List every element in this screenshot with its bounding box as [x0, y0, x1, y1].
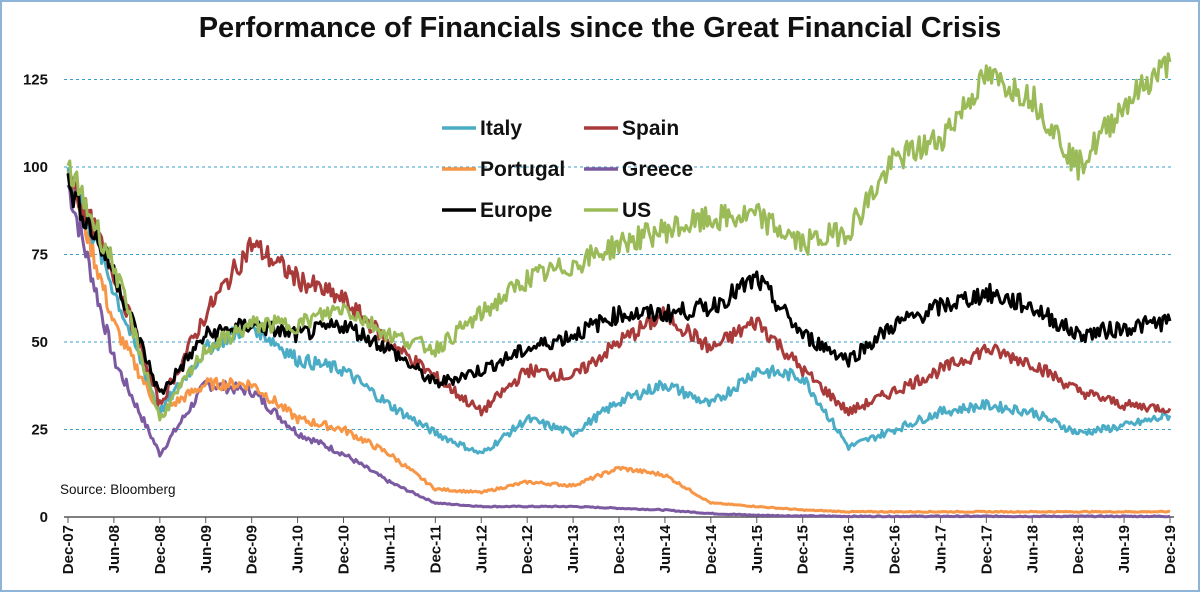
- x-tick-label: Jun-14: [657, 524, 674, 573]
- legend-label-spain: Spain: [622, 117, 679, 140]
- gridlines: [64, 79, 1174, 430]
- x-tick-label: Dec-19: [1162, 525, 1179, 574]
- x-tick-label: Jun-09: [198, 525, 215, 573]
- x-tick-label: Jun-11: [381, 525, 398, 573]
- y-tick-label: 75: [31, 247, 48, 264]
- x-tick-label: Dec-12: [519, 525, 536, 574]
- x-tick-label: Jun-19: [1116, 525, 1133, 573]
- chart-title: Performance of Financials since the Grea…: [198, 12, 1002, 44]
- x-tick-label: Dec-09: [244, 525, 261, 574]
- legend-label-italy: Italy: [480, 117, 522, 140]
- x-tick-label: Jun-10: [290, 525, 307, 573]
- x-tick-label: Dec-10: [336, 525, 353, 574]
- y-axis: 0 25 50 75 100 125: [23, 72, 48, 527]
- x-tick-label: Jun-15: [749, 525, 766, 573]
- legend-label-us: US: [622, 199, 651, 222]
- x-tick-label: Dec-13: [611, 525, 628, 574]
- x-tick-label: Dec-11: [427, 525, 444, 573]
- legend-label-europe: Europe: [480, 199, 552, 222]
- series-line-greece: [66, 184, 1171, 519]
- series-line-us: [66, 52, 1172, 422]
- series-line-spain: [67, 174, 1172, 417]
- x-tick-label: Dec-15: [795, 525, 812, 574]
- x-tick-label: Jun-17: [932, 525, 949, 573]
- x-axis: Dec-07 Jun-08 Dec-08 Jun-09 Dec-09 Jun-10 Dec-…: [60, 516, 1179, 574]
- x-tick-label: Dec-08: [152, 525, 169, 574]
- x-tick-label: Dec-07: [60, 525, 77, 574]
- y-tick-label: 50: [31, 334, 48, 351]
- x-tick-label: Jun-08: [106, 525, 123, 573]
- legend-label-greece: Greece: [622, 158, 693, 181]
- x-tick-label: Jun-13: [565, 525, 582, 573]
- series-lines: [66, 52, 1172, 519]
- y-tick-label: 125: [23, 72, 48, 89]
- x-tick-label: Dec-16: [887, 525, 904, 574]
- series-line-portugal: [66, 169, 1171, 514]
- x-tick-label: Dec-18: [1070, 525, 1087, 574]
- x-tick-label: Jun-12: [473, 525, 490, 573]
- y-tick-label: 25: [31, 422, 48, 439]
- series-line-europe: [66, 173, 1172, 395]
- legend-label-portugal: Portugal: [480, 158, 565, 181]
- x-tick-label: Dec-17: [978, 525, 995, 574]
- legend: Italy Spain Portugal Greece Europe US: [442, 117, 693, 222]
- x-tick-label: Dec-14: [703, 524, 720, 574]
- y-tick-label: 100: [23, 159, 48, 176]
- x-tick-label: Jun-16: [841, 525, 858, 573]
- y-tick-label: 0: [40, 509, 48, 526]
- x-tick-label: Jun-18: [1024, 525, 1041, 573]
- source-note: Source: Bloomberg: [60, 482, 176, 497]
